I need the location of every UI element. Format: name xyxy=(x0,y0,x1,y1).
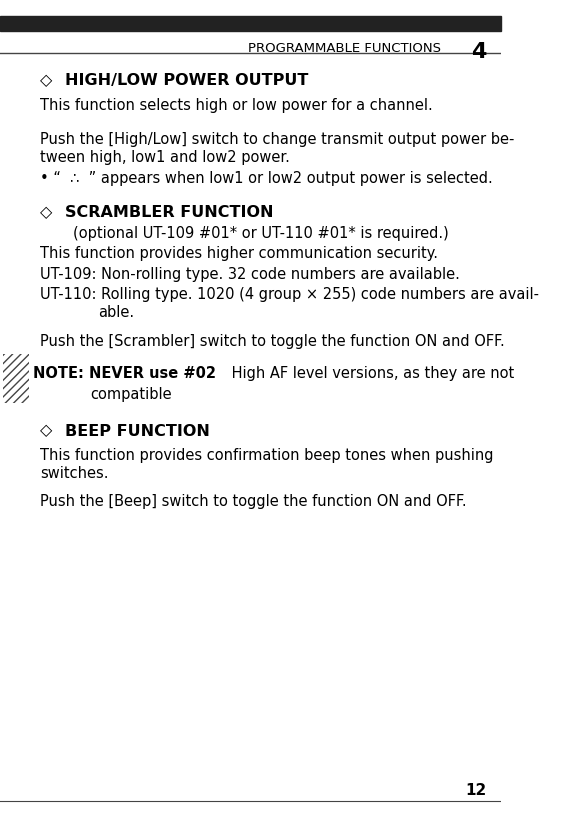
Text: tween high, low1 and low2 power.: tween high, low1 and low2 power. xyxy=(40,150,290,165)
Text: Push the [High/Low] switch to change transmit output power be-: Push the [High/Low] switch to change tra… xyxy=(40,132,515,147)
Text: Push the [Scrambler] switch to toggle the function ON and OFF.: Push the [Scrambler] switch to toggle th… xyxy=(40,334,505,348)
Text: This function provides higher communication security.: This function provides higher communicat… xyxy=(40,246,438,261)
Text: High AF level versions, as they are not: High AF level versions, as they are not xyxy=(227,366,515,381)
Text: able.: able. xyxy=(98,305,134,320)
Text: Push the [Beep] switch to toggle the function ON and OFF.: Push the [Beep] switch to toggle the fun… xyxy=(40,494,467,509)
Bar xyxy=(2,354,29,403)
Text: This function selects high or low power for a channel.: This function selects high or low power … xyxy=(40,98,433,113)
Text: compatible: compatible xyxy=(91,387,172,401)
Text: This function provides confirmation beep tones when pushing: This function provides confirmation beep… xyxy=(40,448,493,463)
Text: BEEP FUNCTION: BEEP FUNCTION xyxy=(65,424,210,438)
Text: HIGH/LOW POWER OUTPUT: HIGH/LOW POWER OUTPUT xyxy=(65,73,308,88)
Text: UT-110: Rolling type. 1020 (4 group × 255) code numbers are avail-: UT-110: Rolling type. 1020 (4 group × 25… xyxy=(40,287,539,302)
Text: 12: 12 xyxy=(465,783,486,798)
Bar xyxy=(0,16,502,31)
Text: PROGRAMMABLE FUNCTIONS: PROGRAMMABLE FUNCTIONS xyxy=(248,42,442,55)
Text: ◇: ◇ xyxy=(40,73,53,88)
Text: 4: 4 xyxy=(471,42,486,63)
Text: SCRAMBLER FUNCTION: SCRAMBLER FUNCTION xyxy=(65,205,274,220)
Text: ◇: ◇ xyxy=(40,205,53,220)
Text: UT-109: Non-rolling type. 32 code numbers are available.: UT-109: Non-rolling type. 32 code number… xyxy=(40,267,460,282)
Text: NOTE: NEVER use #02: NOTE: NEVER use #02 xyxy=(33,366,215,381)
Text: switches.: switches. xyxy=(40,466,109,481)
Text: ◇: ◇ xyxy=(40,424,53,438)
Text: (optional UT-109 #01* or UT-110 #01* is required.): (optional UT-109 #01* or UT-110 #01* is … xyxy=(72,226,449,241)
Text: • “  ∴  ” appears when low1 or low2 output power is selected.: • “ ∴ ” appears when low1 or low2 output… xyxy=(40,171,493,185)
